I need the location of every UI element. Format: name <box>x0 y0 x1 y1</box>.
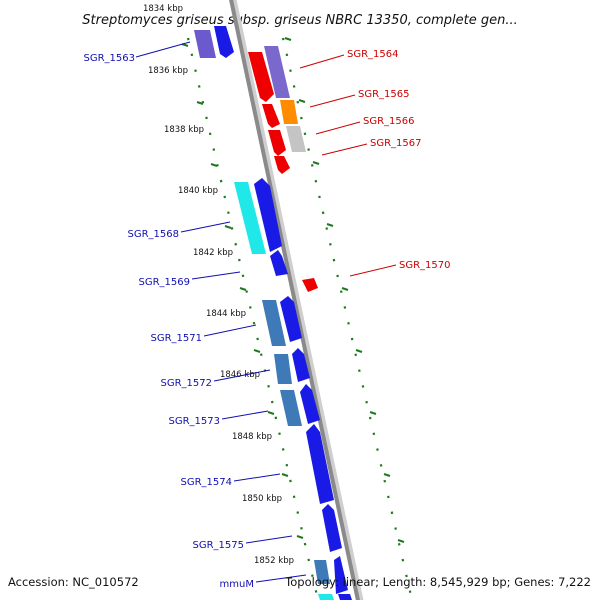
gene-sgr-1568-block[interactable] <box>234 182 266 254</box>
gene-sgr-1572-arrow[interactable] <box>292 348 310 382</box>
left-strand-genes <box>194 26 352 600</box>
kbp-marker: 1836 kbp <box>148 66 188 76</box>
gene-sgr-1570-arrow[interactable] <box>302 278 318 292</box>
gene-sgr-1569-arrow[interactable] <box>270 250 288 276</box>
kbp-marker: 1850 kbp <box>242 494 282 504</box>
gene-next-block[interactable] <box>318 594 334 600</box>
gene-label[interactable]: SGR_1575 <box>193 540 245 551</box>
gene-sgr-1573-block[interactable] <box>280 390 302 426</box>
gene-label[interactable]: mmuM <box>220 579 254 590</box>
gene-sgr-1564-arrow[interactable] <box>248 52 274 102</box>
gene-sgr-1568-arrow[interactable] <box>254 178 282 252</box>
kbp-marker: 1848 kbp <box>232 432 272 442</box>
gene-sgr-1567-arrow[interactable] <box>274 156 290 174</box>
left-gene-labels: SGR_1563 SGR_1568 SGR_1569 SGR_1571 SGR_… <box>84 41 307 590</box>
kbp-marker: 1844 kbp <box>206 309 246 319</box>
gene-sgr-1563-block[interactable] <box>194 30 216 58</box>
gene-next-arrow[interactable] <box>338 594 352 600</box>
gene-label[interactable]: SGR_1567 <box>370 138 422 149</box>
right-gene-labels: SGR_1564 SGR_1565 SGR_1566 SGR_1567 SGR_… <box>299 49 451 277</box>
gene-label[interactable]: SGR_1568 <box>128 229 180 240</box>
kbp-marker: 1834 kbp <box>143 4 183 14</box>
gene-label[interactable]: SGR_1565 <box>358 89 410 100</box>
gene-sgr-1566-arrow[interactable] <box>268 130 286 156</box>
gene-label[interactable]: SGR_1571 <box>151 333 203 344</box>
gene-mmum-block[interactable] <box>314 560 330 584</box>
gene-label[interactable]: SGR_1573 <box>169 416 221 427</box>
gene-sgr-1571-block[interactable] <box>262 300 286 346</box>
gene-sgr-1564-block[interactable] <box>264 46 290 98</box>
gene-sgr-1571-arrow[interactable] <box>280 296 302 342</box>
gene-sgr-1566-block[interactable] <box>286 126 306 152</box>
gene-sgr-1573-arrow[interactable] <box>300 384 320 424</box>
gene-label[interactable]: SGR_1563 <box>84 53 136 64</box>
gene-label[interactable]: SGR_1574 <box>181 477 233 488</box>
major-ticks <box>181 37 405 543</box>
kbp-marker: 1846 kbp <box>220 370 260 380</box>
gene-sgr-1575-arrow[interactable] <box>322 504 342 552</box>
gene-sgr-1563-arrow[interactable] <box>214 26 234 58</box>
gene-label[interactable]: SGR_1572 <box>161 378 213 389</box>
gene-label[interactable]: SGR_1564 <box>347 49 399 60</box>
gene-mmum-arrow[interactable] <box>334 556 348 594</box>
kbp-marker: 1852 kbp <box>254 556 294 566</box>
gene-sgr-1565-block[interactable] <box>280 100 298 124</box>
summary-text: Topology: linear; Length: 8,545,929 bp; … <box>284 575 591 589</box>
kbp-marker: 1838 kbp <box>164 125 204 135</box>
right-strand-genes <box>248 46 318 292</box>
kbp-marker: 1842 kbp <box>193 248 233 258</box>
gene-sgr-1565-arrow[interactable] <box>262 104 280 128</box>
gene-label[interactable]: SGR_1569 <box>139 277 191 288</box>
gene-sgr-1574-arrow[interactable] <box>306 424 334 504</box>
gene-label[interactable]: SGR_1570 <box>399 260 451 271</box>
kbp-marker: 1840 kbp <box>178 186 218 196</box>
backbone <box>229 0 360 600</box>
gene-label[interactable]: SGR_1566 <box>363 116 415 127</box>
accession-text: Accession: NC_010572 <box>8 575 139 589</box>
map-title: Streptomyces griseus subsp. griseus NBRC… <box>82 13 517 28</box>
gene-sgr-1572-block[interactable] <box>274 354 292 384</box>
kbp-markers: 1834 kbp 1836 kbp 1838 kbp 1840 kbp 1842… <box>143 4 294 566</box>
